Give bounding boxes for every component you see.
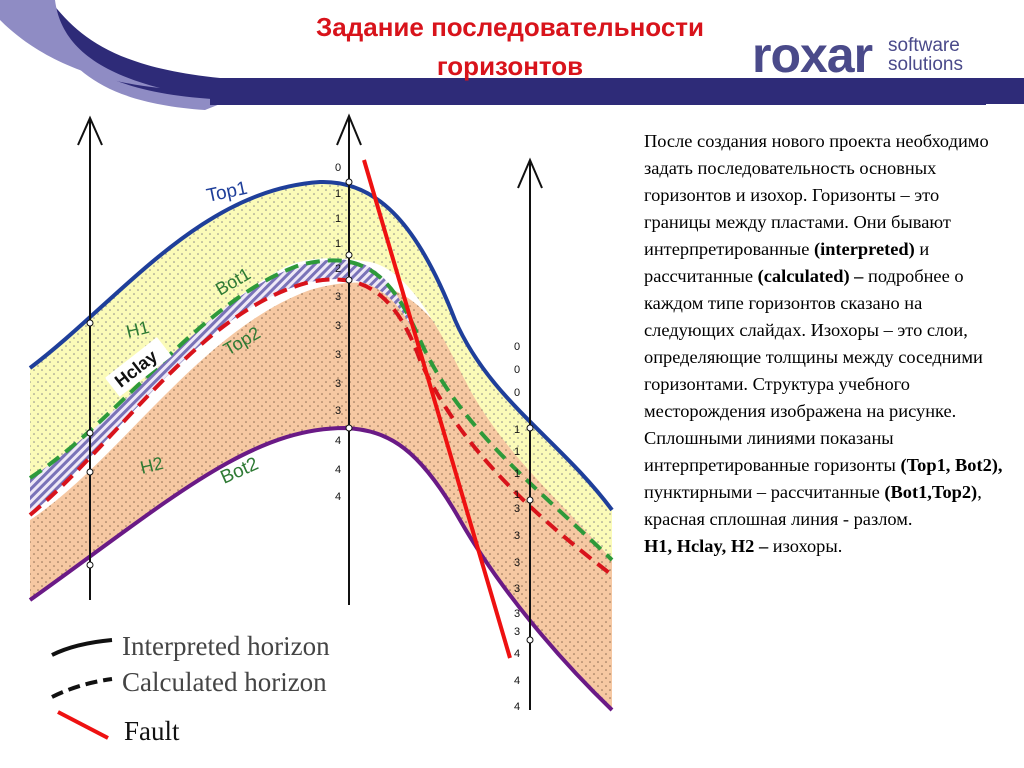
tick-label: 1 <box>335 188 341 200</box>
desc-p4: пунктирными – рассчитанные <box>644 482 885 502</box>
tick-label: 3 <box>514 583 520 595</box>
well-right-ticks: 0 0 0 1 1 1 1 3 3 3 3 3 3 4 4 4 <box>514 341 520 713</box>
tick-label: 0 <box>514 387 520 399</box>
header-band <box>0 0 1024 110</box>
tick-label: 3 <box>335 349 341 361</box>
legend-calculated-swatch <box>51 677 113 699</box>
top2-horizon <box>28 277 614 577</box>
legend-fault-label: Fault <box>124 716 180 746</box>
slide-title-line2: горизонтов <box>436 51 584 81</box>
tick-label: 4 <box>514 648 520 660</box>
description-text: После создания нового проекта необходимо… <box>644 128 1009 560</box>
desc-p5: , красная сплошная линия - разлом. <box>644 482 982 529</box>
legend: Interpreted horizon Calculated horizon F… <box>51 631 330 746</box>
well-center <box>336 113 362 605</box>
desc-isochores: H1, Hclay, H2 – <box>644 536 769 556</box>
tick-label: 0 <box>514 364 520 376</box>
slide-title: Задание последовательности горизонтов <box>210 8 810 86</box>
desc-p2: и рассчитанные <box>644 239 930 286</box>
desc-top-bot: (Top1, Bot2), <box>900 455 1003 475</box>
legend-interpreted-swatch <box>51 638 113 657</box>
logo-sub-line1: software <box>888 35 960 56</box>
bot1-horizon <box>28 258 614 562</box>
h1-zone <box>30 181 612 561</box>
tick-label: 1 <box>514 446 520 458</box>
tick-label: 0 <box>335 162 341 174</box>
horizon-diagram: 0 1 1 1 2 3 3 3 3 3 4 4 4 0 0 0 1 1 1 1 … <box>20 113 620 746</box>
roxar-logo: roxar software solutions <box>752 30 982 86</box>
tick-label: 3 <box>335 320 341 332</box>
tick-label: 1 <box>335 238 341 250</box>
tick-label: 3 <box>514 503 520 515</box>
fault-line <box>362 159 512 659</box>
desc-p3: подробнее о каждом типе горизонтов сказа… <box>644 266 983 475</box>
tick-label: 2 <box>335 263 341 275</box>
well-left <box>77 115 103 600</box>
tick-label: 3 <box>335 378 341 390</box>
tick-label: 3 <box>335 291 341 303</box>
tick-label: 1 <box>335 213 341 225</box>
tick-label: 0 <box>514 341 520 353</box>
desc-calculated: (calculated) – <box>757 266 864 286</box>
tick-label: 4 <box>335 491 341 503</box>
tick-label: 4 <box>335 435 341 447</box>
tick-label: 3 <box>514 557 520 569</box>
desc-p6: изохоры. <box>768 536 843 556</box>
well-right <box>517 157 543 710</box>
tick-label: 4 <box>514 701 520 713</box>
top1-horizon <box>28 179 614 512</box>
tick-label: 4 <box>335 464 341 476</box>
desc-interpreted: (interpreted) <box>813 239 915 259</box>
logo-brand: roxar <box>752 27 873 83</box>
legend-fault-swatch <box>57 710 109 740</box>
desc-bot-top: (Bot1,Top2) <box>884 482 978 502</box>
legend-calculated-label: Calculated horizon <box>122 667 327 697</box>
tick-label: 3 <box>335 405 341 417</box>
tick-label: 3 <box>514 530 520 542</box>
tick-label: 1 <box>514 424 520 436</box>
tick-label: 3 <box>514 608 520 620</box>
tick-label: 1 <box>514 468 520 480</box>
logo-sub-line2: solutions <box>888 54 963 75</box>
tick-label: 4 <box>514 675 520 687</box>
tick-label: 1 <box>514 489 520 501</box>
legend-interpreted-label: Interpreted horizon <box>122 631 330 661</box>
logo-sub: software solutions <box>888 36 963 74</box>
well-center-ticks: 0 1 1 1 2 3 3 3 3 3 4 4 4 <box>335 162 341 503</box>
slide-title-line1: Задание последовательности <box>315 12 705 42</box>
desc-p1: После создания нового проекта необходимо… <box>644 131 989 259</box>
h2-zone <box>30 282 612 710</box>
hclay-zone <box>30 259 420 515</box>
tick-label: 3 <box>514 626 520 638</box>
